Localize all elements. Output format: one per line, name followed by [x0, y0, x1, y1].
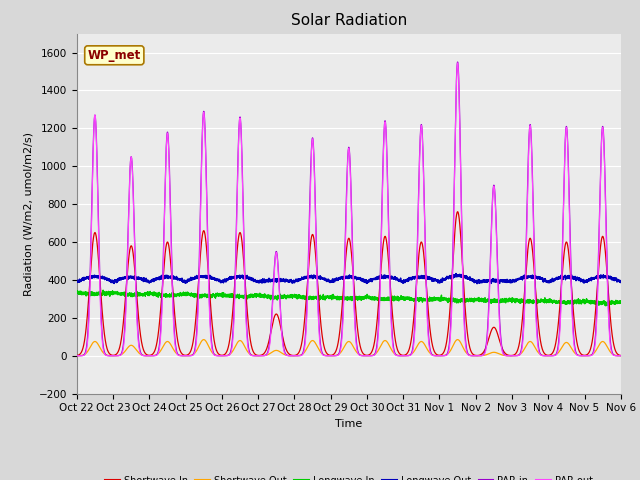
Title: Solar Radiation: Solar Radiation	[291, 13, 407, 28]
Legend: Shortwave In, Shortwave Out, Longwave In, Longwave Out, PAR in, PAR out: Shortwave In, Shortwave Out, Longwave In…	[101, 472, 596, 480]
X-axis label: Time: Time	[335, 419, 362, 429]
Text: WP_met: WP_met	[88, 49, 141, 62]
Y-axis label: Radiation (W/m2, umol/m2/s): Radiation (W/m2, umol/m2/s)	[23, 132, 33, 296]
